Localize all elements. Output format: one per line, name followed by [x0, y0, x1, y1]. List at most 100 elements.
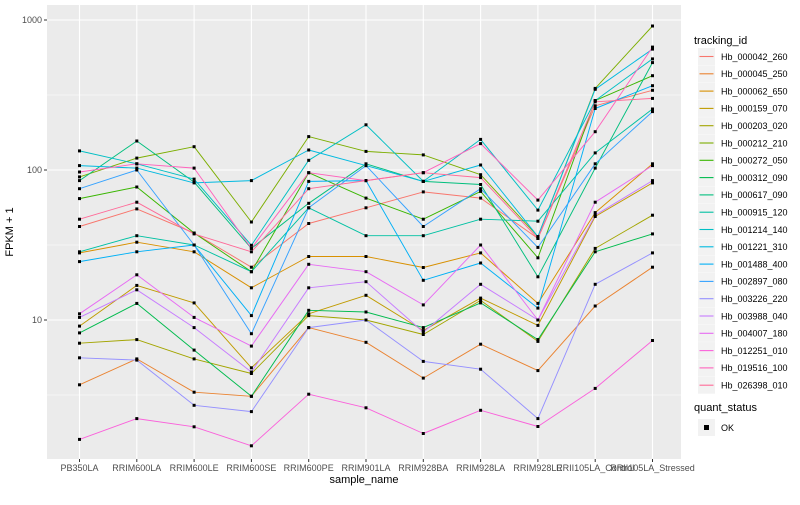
data-point [479, 367, 483, 371]
legend-label: Hb_001488_400 [721, 259, 788, 269]
data-point [249, 246, 253, 250]
data-point [479, 189, 483, 193]
data-point [192, 425, 196, 429]
data-point [135, 166, 139, 170]
legend-item: Hb_001488_400 [698, 255, 788, 273]
data-point [536, 275, 540, 279]
data-point [249, 250, 253, 254]
legend-label: Hb_026398_010 [721, 381, 788, 391]
data-point [536, 339, 540, 343]
data-point [536, 306, 540, 310]
legend-label: OK [721, 423, 734, 433]
data-point [421, 432, 425, 435]
x-tick-label: RRII105LA_Control [556, 463, 634, 473]
data-point [192, 403, 196, 407]
data-point [192, 357, 196, 361]
legend-key-point [704, 425, 709, 430]
data-point [364, 255, 368, 258]
data-point [651, 251, 654, 255]
legend-item: Hb_000045_250 [698, 65, 788, 83]
x-tick-label: RRIM928LA [456, 463, 505, 473]
data-point [651, 232, 654, 236]
y-tick-label: 10 [32, 315, 42, 325]
data-point [536, 338, 540, 342]
data-point [421, 376, 425, 380]
data-point [364, 162, 368, 166]
legend-item: Hb_000312_090 [698, 169, 788, 187]
data-point [78, 260, 81, 264]
legend-item: Hb_002897_080 [698, 272, 788, 290]
data-point [192, 390, 196, 394]
data-point [307, 187, 311, 191]
data-point [364, 318, 368, 322]
data-point [536, 301, 540, 305]
data-point [421, 190, 425, 194]
data-point [593, 246, 597, 250]
legend-item: Hb_026398_010 [698, 376, 788, 394]
data-point [249, 220, 253, 224]
data-point [307, 262, 311, 266]
legend-item: Hb_000617_090 [698, 186, 788, 204]
axis-title-y: FPKM + 1 [4, 207, 16, 256]
data-point [135, 200, 139, 204]
data-point [78, 187, 81, 191]
data-point [479, 217, 483, 221]
data-point [249, 444, 253, 448]
data-point [536, 318, 540, 322]
data-point [78, 331, 81, 335]
data-point [421, 278, 425, 282]
data-point [536, 198, 540, 202]
data-point [536, 256, 540, 260]
legend-label: Hb_000062_650 [721, 86, 788, 96]
data-point [536, 425, 540, 428]
data-point [78, 250, 81, 254]
data-point [307, 158, 311, 162]
data-point [421, 153, 425, 157]
legend-label: Hb_012251_010 [721, 346, 788, 356]
x-tick-label: RRIM600LA [112, 463, 161, 473]
data-point [78, 324, 81, 328]
data-point [421, 303, 425, 307]
data-point [536, 235, 540, 239]
data-point [192, 301, 196, 305]
data-point [249, 370, 253, 374]
legend-item: OK [698, 419, 734, 436]
data-point [135, 168, 139, 172]
data-point [364, 270, 368, 274]
data-point [421, 326, 425, 330]
data-point [307, 206, 311, 210]
legend-label: Hb_000617_090 [721, 190, 788, 200]
data-point [192, 250, 196, 254]
data-point [78, 383, 81, 387]
y-tick-label: 1000 [22, 15, 42, 25]
data-point [78, 341, 81, 345]
data-point [364, 406, 368, 410]
legend-label: Hb_000212_210 [721, 138, 788, 148]
x-tick-label: RRII105LA_Stressed [610, 463, 695, 473]
data-point [192, 348, 196, 352]
data-point [421, 217, 425, 221]
data-point [364, 280, 368, 284]
x-tick-label: RRIM600SE [226, 463, 276, 473]
legend-title-tracking-id: tracking_id [694, 35, 747, 47]
data-point [593, 250, 597, 254]
data-point [536, 208, 540, 212]
data-point [135, 338, 139, 342]
legend-item: Hb_000272_050 [698, 151, 788, 169]
legend-title-quant-status: quant_status [694, 402, 757, 414]
axis-title-x: sample_name [329, 474, 398, 486]
data-point [651, 181, 654, 185]
x-tick-label: PB350LA [60, 463, 98, 473]
legend-label: Hb_003988_040 [721, 311, 788, 321]
data-points [78, 24, 654, 448]
data-point [593, 100, 597, 104]
data-point [192, 326, 196, 330]
data-point [364, 179, 368, 183]
data-point [135, 288, 139, 292]
x-tick-label: RRIM901LA [341, 463, 390, 473]
x-tick-label: RRIM600LE [170, 463, 219, 473]
data-point [135, 250, 139, 254]
data-point [651, 24, 654, 28]
data-point [593, 200, 597, 204]
data-point [479, 142, 483, 146]
